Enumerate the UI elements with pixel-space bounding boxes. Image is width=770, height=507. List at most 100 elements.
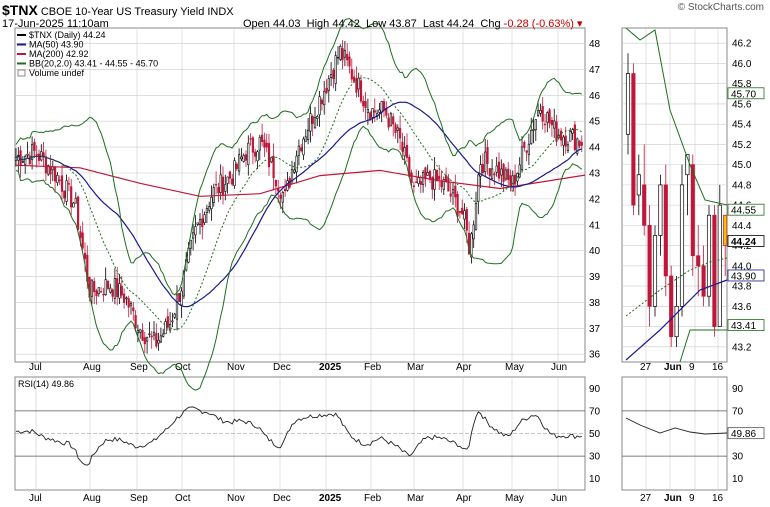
candle-body: [562, 136, 565, 146]
candle-body: [159, 335, 163, 343]
candle-body: [28, 155, 31, 164]
side-candle-body: [642, 184, 647, 226]
candle-body: [509, 175, 512, 188]
x-tick-label: Jul: [29, 493, 42, 504]
candle-body: [192, 232, 195, 239]
candle-body: [382, 101, 386, 111]
candle-body: [493, 173, 496, 176]
candle-body: [70, 186, 73, 208]
chart-date: 17-Jun-2025 11:10am: [2, 18, 109, 30]
candle-body: [306, 129, 310, 140]
candle-body: [438, 175, 441, 180]
candle-body: [281, 192, 284, 203]
candle-body: [329, 74, 333, 78]
candle-body: [100, 291, 103, 293]
candle-body: [129, 303, 133, 306]
y-tick-label: 48: [589, 39, 601, 50]
y-tick-label: 42: [589, 194, 601, 205]
side-candle-body: [723, 214, 728, 246]
candle-body: [536, 110, 540, 116]
rsi-y-tick-label: 10: [589, 474, 601, 485]
side-candle-body: [663, 184, 668, 277]
candle-body: [67, 183, 70, 185]
y-tick-label: 45: [589, 117, 601, 128]
side-x-tick-label: 27: [640, 362, 652, 373]
side-y-tick-label: 43.6: [732, 302, 752, 313]
side-y-tick-label: 43.2: [732, 342, 752, 353]
candle-body: [486, 147, 489, 164]
candle-body: [546, 112, 549, 123]
x-tick-label: May: [505, 493, 524, 504]
candle-body: [580, 142, 583, 146]
candle-body: [470, 233, 473, 258]
candle-body: [318, 96, 321, 116]
candle-body: [247, 142, 250, 165]
y-tick-label: 37: [589, 324, 601, 335]
rsi-legend-text: RSI(14) 49.86: [18, 379, 74, 389]
candle-body: [74, 197, 77, 204]
candle-body: [49, 166, 52, 175]
candle-body: [477, 174, 480, 202]
symbol: $TNX: [2, 2, 38, 18]
candle-body: [233, 160, 236, 187]
y-tick-label: 44: [589, 143, 601, 154]
x-tick-label: Sep: [130, 493, 148, 504]
x-tick-label: Jul: [29, 362, 42, 373]
side-y-tick-label: 45.4: [732, 120, 752, 131]
last-label: Last: [422, 18, 444, 30]
candle-body: [555, 121, 558, 142]
candle-body: [461, 207, 464, 215]
price-marker-label: 44.24: [731, 237, 756, 248]
x-tick-label: 2025: [319, 362, 342, 373]
symbol-description: CBOE 10-Year US Treasury Yield INDX: [40, 6, 234, 18]
side-candle-body: [717, 204, 722, 327]
price-marker-box: [727, 203, 765, 216]
candle-body: [300, 147, 303, 152]
price-marker-label: 43.41: [731, 321, 756, 332]
y-tick-label: 39: [589, 272, 601, 283]
candle-body: [265, 142, 268, 148]
candle-body: [97, 287, 100, 294]
side-candle-body: [631, 73, 636, 206]
candle-body: [244, 154, 248, 161]
candle-body: [495, 165, 498, 173]
candle-body: [260, 134, 264, 142]
x-tick-label: Jun: [551, 493, 567, 504]
candle-body: [219, 174, 222, 193]
candle-body: [553, 120, 556, 129]
candle-body: [573, 124, 576, 151]
side-candle-body: [669, 275, 674, 338]
candle-body: [380, 101, 383, 113]
candle-body: [578, 140, 581, 147]
x-tick-label: Feb: [364, 493, 382, 504]
candle-body: [152, 331, 156, 336]
high-label: High: [306, 18, 330, 30]
candle-body: [401, 141, 404, 152]
candle-body: [180, 290, 183, 306]
x-tick-label: Aug: [83, 362, 101, 373]
candle-body: [435, 169, 439, 181]
side-ma50: [625, 279, 728, 361]
candle-body: [235, 163, 238, 170]
candle-body: [116, 278, 119, 297]
candle-body: [502, 163, 505, 182]
candle-body: [14, 157, 18, 161]
candle-body: [217, 187, 220, 194]
side-y-tick-label: 44.0: [732, 261, 752, 272]
candle-body: [198, 219, 202, 225]
candle-body: [410, 172, 413, 184]
candle-body: [279, 194, 282, 199]
candle-body: [178, 292, 181, 302]
candle-body: [295, 155, 298, 173]
candle-body: [102, 293, 105, 296]
y-tick-label: 43: [589, 168, 601, 179]
candle-body: [203, 214, 206, 223]
candle-body: [412, 185, 416, 187]
candle-body: [109, 287, 112, 293]
x-tick-label: Nov: [227, 493, 245, 504]
candle-body: [550, 119, 553, 126]
side-bb-lower: [679, 329, 727, 363]
candle-body: [313, 117, 317, 129]
side-candle-body: [625, 73, 631, 135]
candle-body: [210, 197, 213, 209]
